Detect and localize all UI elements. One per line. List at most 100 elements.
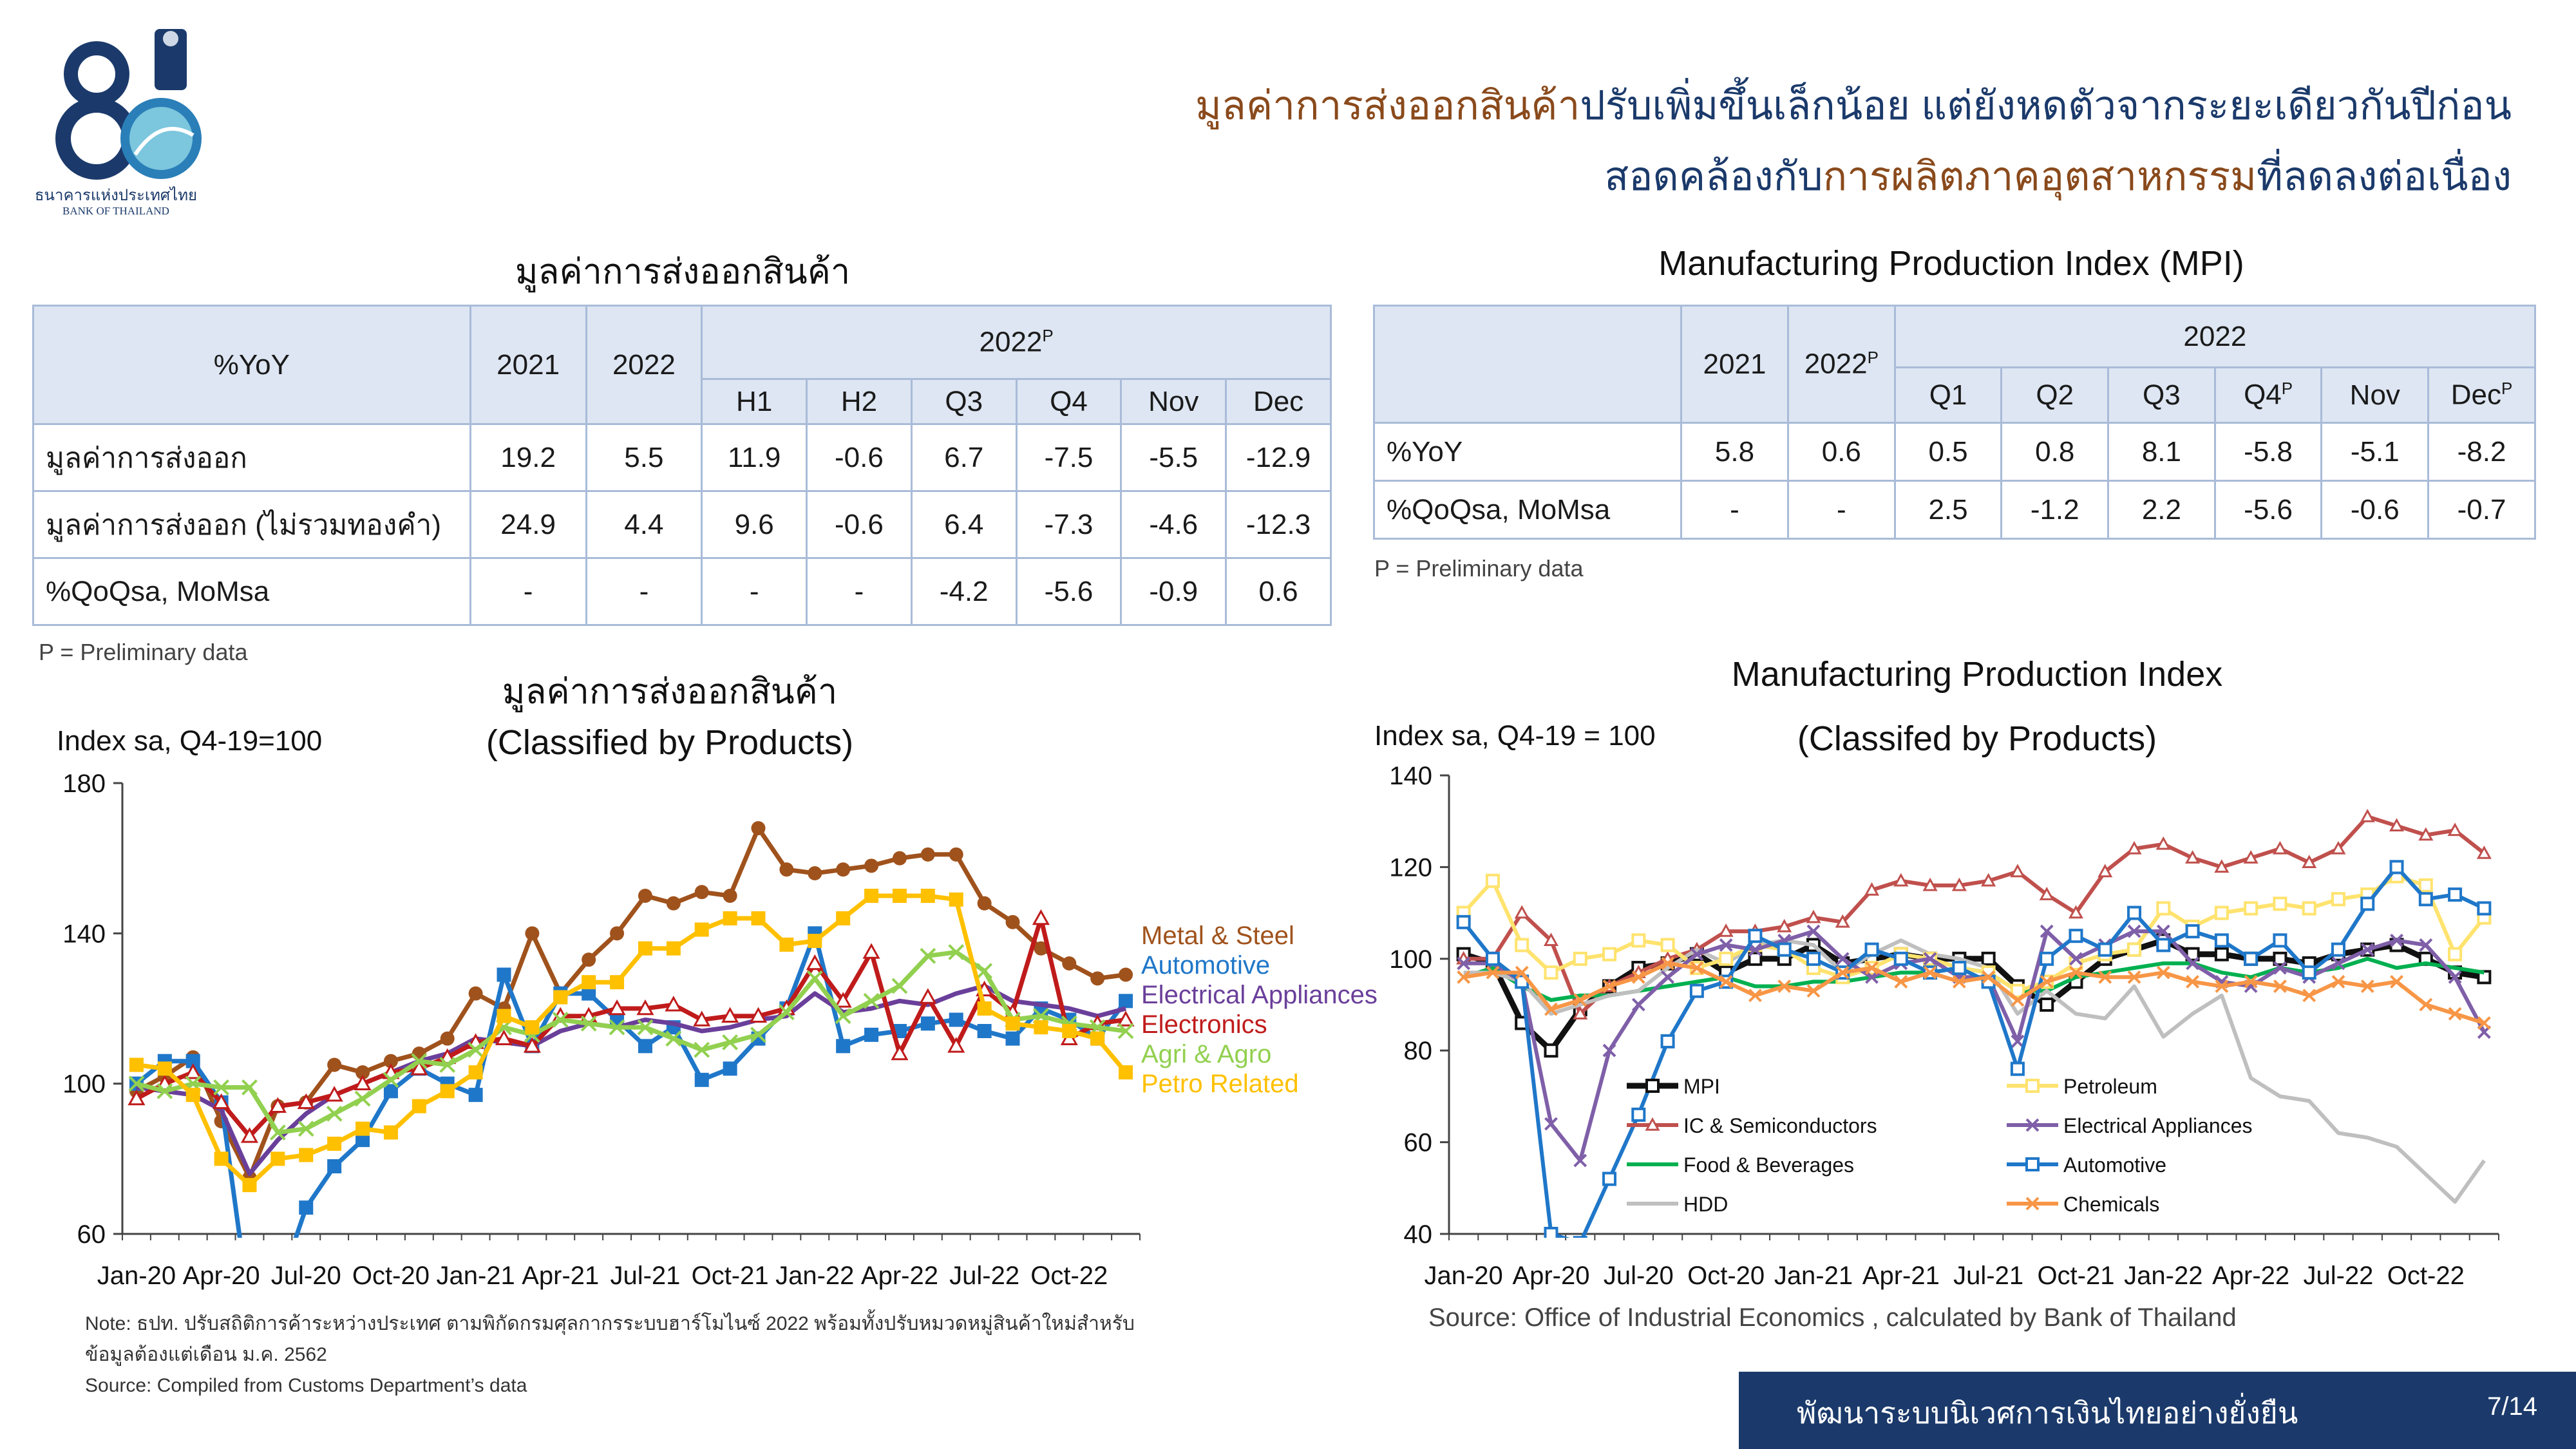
data-point — [2331, 892, 2345, 907]
table-cell: 6.7 — [910, 423, 1018, 492]
data-point — [2418, 878, 2433, 893]
data-point — [2244, 974, 2258, 989]
note-line-1: Note: ธปท. ปรับสถิติการค้าระหว่างประเทศ … — [85, 1313, 1135, 1334]
export-subcol: Q3 — [910, 378, 1018, 425]
data-point — [355, 1121, 370, 1136]
data-point — [864, 858, 879, 873]
table-cell: 0.6 — [1225, 557, 1332, 626]
data-point — [2127, 924, 2141, 938]
data-point — [2011, 1034, 2025, 1048]
data-point — [1893, 873, 1909, 887]
data-point — [2419, 998, 2433, 1012]
table-cell: - — [469, 557, 587, 626]
data-point — [1005, 914, 1020, 929]
series-electrical-appliances — [136, 983, 1127, 1177]
table-cell: -5.6 — [2213, 480, 2323, 540]
legend-label: Electrical Appliances — [2063, 1114, 2252, 1137]
data-point — [2360, 896, 2375, 911]
data-point — [1573, 1006, 1588, 1019]
data-point — [2186, 956, 2199, 971]
data-point — [2244, 951, 2259, 966]
mpi-table-note: P = Preliminary data — [1374, 555, 1584, 582]
footer-text: พัฒนาระบบนิเวศการเงินไทยอย่างยั่งยืน — [1797, 1396, 2298, 1430]
data-point — [2389, 860, 2404, 875]
data-point — [2069, 929, 2083, 943]
data-point — [1981, 873, 1996, 887]
data-point — [242, 1079, 258, 1095]
data-point — [2419, 938, 2433, 952]
mpi-subcol: Q2 — [2000, 366, 2110, 424]
data-point — [779, 937, 794, 952]
data-point — [808, 934, 822, 948]
data-point — [1748, 943, 1762, 956]
table-cell: -12.3 — [1225, 490, 1332, 559]
export-table-row: %QoQsa, MoMsa - - - - -4.2 -5.6 -0.9 0.6 — [32, 557, 1332, 626]
data-point — [2214, 905, 2229, 920]
data-point — [582, 975, 596, 990]
data-point — [694, 922, 709, 937]
data-point — [1544, 1227, 1558, 1238]
data-point — [694, 885, 709, 900]
x-tick-label: Apr-20 — [1512, 1262, 1589, 1290]
table-cell: -7.5 — [1015, 423, 1122, 492]
data-point — [2155, 836, 2171, 850]
data-point — [891, 978, 908, 994]
note-line-3: Source: Compiled from Customs Department… — [85, 1375, 527, 1396]
legend-marker — [1645, 1117, 1660, 1131]
legend-item: Electrical Appliances — [2007, 1114, 2252, 1137]
data-point — [949, 1012, 963, 1027]
data-point — [2010, 864, 2025, 878]
legend-label: Automotive — [2063, 1153, 2166, 1177]
table-cell: 0.5 — [1893, 422, 2003, 482]
data-point — [1951, 877, 1967, 891]
data-point — [552, 1012, 569, 1028]
x-tick-label: Oct-22 — [2387, 1262, 2465, 1290]
data-point — [1661, 956, 1674, 971]
data-point — [636, 999, 654, 1016]
x-tick-label: Jan-20 — [97, 1262, 176, 1290]
table-cell: - — [1786, 480, 1896, 540]
y-tick-label: 140 — [62, 920, 106, 948]
data-point — [157, 1061, 172, 1076]
data-point — [2010, 983, 2025, 998]
y-tick-label: 40 — [1404, 1220, 1433, 1249]
data-point — [1748, 929, 1763, 943]
table-cell: 9.6 — [701, 490, 808, 559]
export-table-title: มูลค่าการส่งออกสินค้า — [515, 252, 851, 291]
data-point — [2477, 1016, 2491, 1030]
data-point — [919, 988, 937, 1004]
data-point — [2040, 924, 2054, 938]
data-point — [327, 1137, 342, 1151]
data-point — [1748, 989, 1762, 1003]
table-cell: 8.1 — [2107, 422, 2216, 482]
data-point — [1718, 923, 1734, 937]
legend-label: Automotive — [1141, 951, 1270, 980]
data-point — [383, 1054, 398, 1068]
headline: มูลค่าการส่งออกสินค้าปรับเพิ่มขึ้นเล็กน้… — [1195, 71, 2512, 213]
data-point — [468, 1065, 483, 1080]
data-point — [806, 954, 824, 971]
data-point — [355, 1065, 370, 1080]
mpi-table: 2021 2022P 2022 Q1 Q2 Q3 Q4P Nov DecP %YoY 5.8… — [1372, 305, 2537, 540]
table-cell: -12.9 — [1225, 423, 1332, 492]
data-point — [834, 992, 852, 1008]
table-cell: -0.6 — [2320, 480, 2430, 540]
series-line — [1463, 938, 2486, 1204]
data-point — [976, 963, 993, 980]
data-point — [495, 1029, 513, 1045]
legend-marker — [2025, 1118, 2040, 1132]
data-point — [214, 1151, 229, 1166]
table-cell: -8.2 — [2427, 422, 2536, 482]
table-cell: -5.6 — [1015, 557, 1122, 626]
data-point — [269, 1097, 287, 1113]
data-point — [977, 896, 992, 911]
data-point — [2331, 942, 2345, 957]
data-point — [1485, 873, 1500, 888]
y-tick-label: 60 — [77, 1220, 106, 1249]
legend-marker — [2025, 1157, 2040, 1171]
data-point — [2156, 901, 2171, 916]
data-point — [920, 889, 935, 903]
series-line — [136, 893, 1128, 1188]
data-point — [1952, 974, 1966, 989]
series-chemicals — [1457, 956, 2491, 1030]
